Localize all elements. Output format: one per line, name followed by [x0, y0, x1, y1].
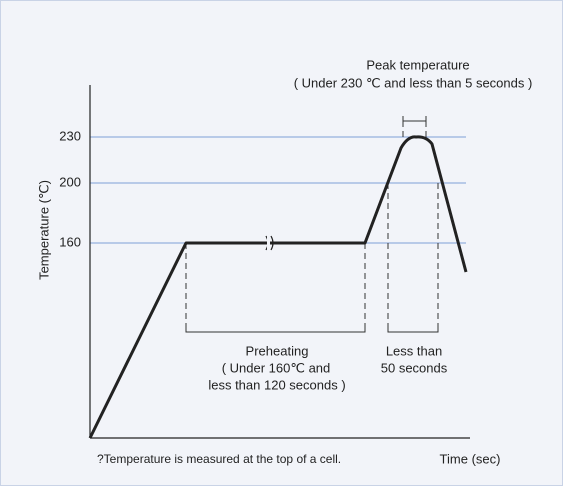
reflow-label: 50 seconds [381, 360, 448, 375]
peak-title: Peak temperature [366, 57, 469, 72]
guide-lines [185, 121, 439, 330]
preheating-label: ( Under 160℃ and [222, 360, 331, 375]
brackets [185, 116, 439, 333]
reflow-label: Less than [386, 343, 442, 358]
y-tick-label: 200 [59, 174, 81, 189]
preheating-label: less than 120 seconds ) [208, 377, 345, 392]
preheating-label: Preheating [246, 343, 309, 358]
break-gap [267, 236, 270, 250]
peak-note: ( Under 230 ℃ and less than 5 seconds ) [294, 75, 533, 90]
temperature-profile [88, 135, 468, 439]
y-tick-label: 230 [59, 128, 81, 143]
y-axis-label: Temperature (℃) [36, 180, 51, 280]
y-tick-label: 160 [59, 234, 81, 249]
x-axis-label: Time (sec) [440, 451, 501, 466]
footnote: ?Temperature is measured at the top of a… [97, 452, 341, 466]
